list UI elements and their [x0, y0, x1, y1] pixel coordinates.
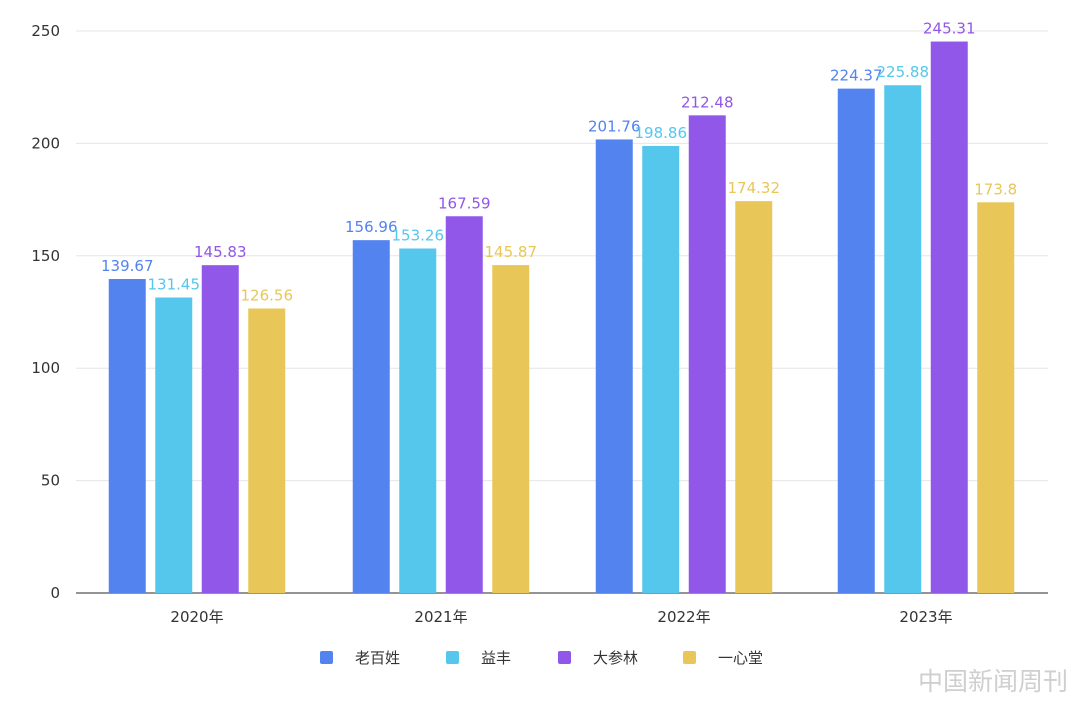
data-label: 139.67 — [101, 257, 154, 275]
bar — [492, 265, 530, 593]
data-label: 126.56 — [241, 286, 294, 304]
data-label: 131.45 — [148, 276, 201, 294]
y-tick-label: 50 — [41, 472, 60, 490]
legend-label: 一心堂 — [718, 649, 763, 667]
watermark: 中国新闻周刊 — [918, 667, 1068, 696]
data-label: 156.96 — [345, 218, 398, 236]
data-label: 173.8 — [974, 180, 1017, 198]
x-tick-label: 2021年 — [414, 608, 467, 626]
bar — [642, 145, 680, 594]
data-label: 145.83 — [194, 243, 247, 261]
bar — [884, 85, 922, 593]
data-label: 145.87 — [485, 243, 538, 261]
x-tick-label: 2023年 — [899, 608, 952, 626]
bar — [201, 265, 239, 593]
y-tick-label: 100 — [31, 359, 60, 377]
x-tick-label: 2022年 — [657, 608, 710, 626]
y-axis-ticks: 0 50 100 150 200 250 — [31, 22, 60, 602]
y-tick-label: 200 — [31, 134, 60, 152]
bar — [837, 88, 875, 593]
data-label: 174.32 — [728, 179, 781, 197]
bar — [445, 216, 483, 593]
bar — [688, 115, 726, 593]
bar — [352, 240, 390, 593]
data-label: 198.86 — [635, 124, 688, 142]
data-label: 245.31 — [923, 20, 976, 38]
bar — [248, 308, 286, 593]
x-tick-label: 2020年 — [170, 608, 223, 626]
legend-swatch — [320, 651, 333, 664]
y-tick-label: 250 — [31, 22, 60, 40]
bar — [155, 297, 193, 593]
bar — [399, 248, 437, 593]
bar — [977, 202, 1015, 593]
data-label: 167.59 — [438, 194, 491, 212]
y-tick-label: 150 — [31, 247, 60, 265]
legend-swatch — [558, 651, 571, 664]
data-label: 153.26 — [392, 226, 445, 244]
bars — [108, 41, 1015, 594]
bar — [108, 279, 146, 593]
bar — [735, 201, 773, 593]
legend-label: 大参林 — [593, 649, 638, 667]
x-axis-ticks: 2020年 2021年 2022年 2023年 — [170, 608, 952, 626]
legend-swatch — [683, 651, 696, 664]
data-label: 212.48 — [681, 93, 734, 111]
legend-label: 老百姓 — [355, 649, 400, 667]
legend: 老百姓 益丰 大参林 一心堂 — [320, 649, 763, 667]
legend-label: 益丰 — [481, 649, 511, 667]
legend-swatch — [446, 651, 459, 664]
data-label: 225.88 — [877, 63, 930, 81]
y-tick-label: 0 — [50, 584, 60, 602]
data-label: 201.76 — [588, 117, 641, 135]
data-label: 224.37 — [830, 67, 883, 85]
bar — [930, 41, 968, 594]
bar — [595, 139, 633, 593]
